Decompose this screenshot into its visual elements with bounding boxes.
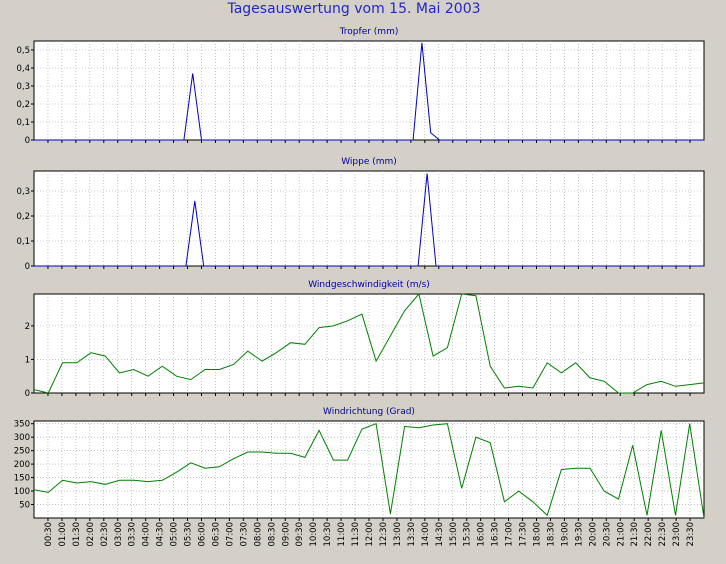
panel-title: Windgeschwindigkeit (m/s)	[308, 280, 430, 290]
x-tick-label: 13:00	[393, 522, 403, 547]
x-tick-label: 09:30	[295, 522, 305, 547]
chart-panel-1: 0 0,1 0,2 0,3 0,4 0,5 Tropfer (mm)	[16, 27, 705, 146]
x-tick-label: 20:00	[588, 522, 598, 547]
x-tick-label: 18:00	[533, 522, 543, 547]
series-line	[33, 423, 705, 519]
panel-title: Tropfer (mm)	[339, 27, 399, 37]
x-tick-label: 12:30	[379, 522, 389, 547]
x-tick-label: 22:30	[658, 522, 668, 547]
y-tick-label: 100	[14, 487, 30, 497]
page-title: Tagesauswertung vom 15. Mai 2003	[226, 1, 480, 17]
x-tick-label: 04:30	[156, 522, 166, 547]
x-tick-label: 17:30	[519, 522, 529, 547]
series-line	[33, 292, 705, 394]
x-tick-label: 12:00	[365, 522, 375, 547]
x-tick-label: 08:30	[267, 522, 277, 547]
y-tick-label: 0	[25, 389, 30, 399]
x-tick-label: 22:00	[644, 522, 654, 547]
x-tick-label: 18:30	[547, 522, 557, 547]
plot-area	[33, 40, 705, 141]
x-tick-label: 11:00	[337, 522, 347, 547]
y-tick-label: 0	[25, 262, 30, 272]
x-tick-label: 14:30	[435, 522, 445, 547]
chart-panel-2: 0 0,1 0,2 0,3 Wippe (mm)	[16, 157, 705, 272]
x-tick-label: 04:00	[142, 522, 152, 547]
x-tick-label: 08:00	[253, 522, 263, 547]
y-tick-label: 0,3	[16, 82, 30, 92]
x-tick-label: 15:00	[449, 522, 459, 547]
x-tick-label: 01:30	[72, 522, 82, 547]
x-tick-label: 02:00	[86, 522, 96, 547]
x-tick-label: 23:30	[686, 522, 696, 547]
y-tick-label: 0,3	[16, 187, 30, 197]
x-tick-label: 10:30	[323, 522, 333, 547]
y-tick-label: 250	[14, 447, 30, 457]
y-tick-label: 0,2	[16, 212, 30, 222]
y-tick-label: 200	[14, 460, 30, 470]
y-tick-label: 150	[14, 474, 30, 484]
y-tick-label: 300	[14, 433, 30, 443]
plot-area	[33, 170, 705, 267]
y-tick-label: 0,1	[16, 118, 30, 128]
x-tick-label: 19:00	[560, 522, 570, 547]
x-tick-label: 00:30	[44, 522, 54, 547]
x-tick-label: 15:30	[463, 522, 473, 547]
y-tick-label: 0,5	[16, 46, 30, 56]
chart-panels: 0 0,1 0,2 0,3 0,4 0,5 Tropfer (mm) 0 0,1 0,2 0,3 Wi…	[14, 27, 705, 521]
y-tick-label: 0,1	[16, 237, 30, 247]
y-tick-label: 350	[14, 420, 30, 430]
x-tick-label: 23:00	[672, 522, 682, 547]
x-tick-label: 09:00	[281, 522, 291, 547]
x-tick-label: 01:00	[58, 522, 68, 547]
y-tick-label: 50	[19, 501, 30, 511]
x-tick-label: 06:00	[198, 522, 208, 547]
y-tick-label: 2	[25, 322, 30, 332]
x-tick-label: 21:00	[616, 522, 626, 547]
y-tick-label: 0,4	[16, 64, 30, 74]
x-tick-label: 07:30	[239, 522, 249, 547]
x-tick-label: 20:30	[602, 522, 612, 547]
x-tick-label: 16:30	[491, 522, 501, 547]
y-tick-label: 1	[25, 355, 30, 365]
x-tick-label: 10:00	[309, 522, 319, 547]
x-tick-label: 17:00	[505, 522, 515, 547]
x-tick-label: 13:30	[407, 522, 417, 547]
x-tick-label: 05:30	[184, 522, 194, 547]
x-tick-label: 07:00	[225, 522, 235, 547]
chart-panel-3: 0 1 2 Windgeschwindigkeit (m/s)	[25, 280, 705, 399]
x-tick-label: 16:00	[477, 522, 487, 547]
x-tick-label: 03:30	[128, 522, 138, 547]
x-tick-label: 11:30	[351, 522, 361, 547]
chart-panel-4: 50 100 150 200 250 300 350 Windrichtung (Grad)	[14, 407, 705, 521]
x-tick-label: 14:00	[421, 522, 431, 547]
panel-title: Wippe (mm)	[341, 157, 397, 167]
x-tick-label: 19:30	[574, 522, 584, 547]
x-tick-label: 06:30	[212, 522, 222, 547]
panel-title: Windrichtung (Grad)	[323, 407, 415, 417]
x-tick-label: 03:00	[114, 522, 124, 547]
y-tick-label: 0	[25, 136, 30, 146]
y-tick-label: 0,2	[16, 100, 30, 110]
x-axis: 00:30 01:00 01:30 02:00 02:30 03:00 03:30 04:00…	[44, 522, 696, 547]
x-tick-label: 02:30	[100, 522, 110, 547]
x-tick-label: 05:00	[170, 522, 180, 547]
x-tick-label: 21:30	[630, 522, 640, 547]
plot-area	[33, 293, 705, 394]
